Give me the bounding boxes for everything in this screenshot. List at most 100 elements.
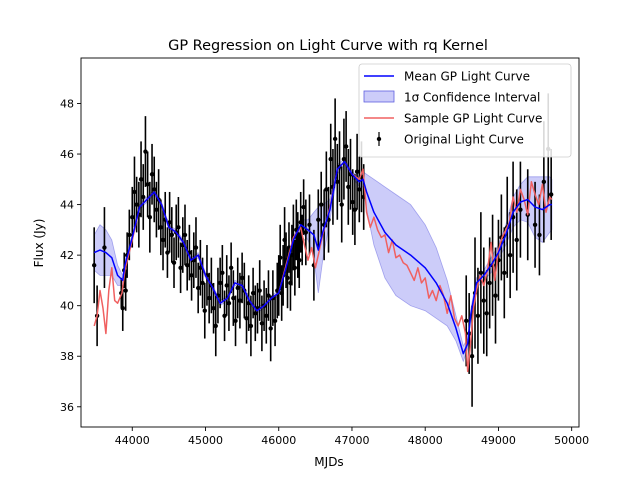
observed-point xyxy=(346,184,351,190)
observed-point xyxy=(268,326,273,331)
observed-point xyxy=(352,207,358,212)
observed-point xyxy=(145,182,150,187)
observed-point xyxy=(134,202,139,207)
observed-point xyxy=(160,237,166,243)
x-axis-label: MJDs xyxy=(314,455,343,469)
chart-title: GP Regression on Light Curve with rq Ker… xyxy=(168,38,488,54)
observed-point xyxy=(178,265,183,270)
observed-point xyxy=(235,285,240,291)
observed-point xyxy=(176,225,181,230)
legend-observed-marker xyxy=(376,136,382,142)
observed-point xyxy=(233,318,238,324)
observed-point xyxy=(319,202,324,207)
observed-point xyxy=(303,230,309,235)
observed-point xyxy=(169,232,175,238)
observed-point xyxy=(469,354,475,359)
observed-point xyxy=(357,187,362,192)
observed-point xyxy=(138,177,144,182)
observed-point xyxy=(514,237,519,243)
observed-point xyxy=(217,280,223,286)
observed-point xyxy=(484,311,489,316)
x-tick-label: 45000 xyxy=(188,434,223,447)
observed-point xyxy=(518,207,523,212)
observed-point xyxy=(165,250,170,255)
observed-point xyxy=(464,318,469,324)
observed-point xyxy=(475,313,481,318)
observed-point xyxy=(292,265,298,270)
observed-point xyxy=(102,245,107,250)
observed-point xyxy=(198,265,203,270)
gp-lines-layer xyxy=(93,160,553,373)
observed-point xyxy=(248,323,254,329)
observed-point xyxy=(228,265,234,270)
observed-point xyxy=(537,232,542,238)
observed-errorbars-layer xyxy=(91,93,554,407)
observed-point xyxy=(301,204,306,210)
legend-box xyxy=(358,63,572,158)
observed-point xyxy=(332,136,338,142)
observed-point xyxy=(206,295,212,301)
observed-point xyxy=(278,255,283,260)
legend-band-label: 1σ Confidence Interval xyxy=(404,91,540,105)
observed-point xyxy=(182,232,188,238)
observed-point xyxy=(250,290,256,296)
observed-point xyxy=(548,192,554,197)
mean-gp-line xyxy=(93,160,552,355)
observed-point xyxy=(493,293,498,298)
observed-point xyxy=(158,225,164,230)
observed-point xyxy=(264,313,269,318)
observed-point xyxy=(220,270,225,276)
observed-point xyxy=(200,280,205,286)
observed-point xyxy=(130,215,135,220)
legend-sample-label: Sample GP Light Curve xyxy=(404,112,542,126)
observed-point xyxy=(189,273,194,278)
y-tick-label: 46 xyxy=(60,148,74,161)
observed-point xyxy=(257,288,262,293)
observed-point xyxy=(127,232,132,238)
observed-point xyxy=(259,321,265,326)
y-axis-label: Flux (Jy) xyxy=(32,219,46,268)
legend: Mean GP Light Curve 1σ Confidence Interv… xyxy=(358,63,572,158)
observed-point xyxy=(285,275,290,281)
legend-observed-label: Original Light Curve xyxy=(404,133,524,147)
observed-point xyxy=(481,298,486,303)
observed-point xyxy=(532,222,538,228)
x-tick-label: 48000 xyxy=(408,434,443,447)
observed-point xyxy=(152,187,157,192)
observed-point xyxy=(154,207,159,212)
legend-mean-label: Mean GP Light Curve xyxy=(404,70,530,84)
y-tick-label: 44 xyxy=(60,199,74,212)
observed-point xyxy=(253,311,258,316)
observed-point xyxy=(202,308,207,313)
observed-point xyxy=(213,323,218,329)
observed-point xyxy=(502,270,507,276)
observed-point xyxy=(239,275,245,281)
observed-point xyxy=(297,257,302,263)
x-axis: 44000 45000 46000 47000 48000 49000 50000 xyxy=(115,427,589,447)
observed-point xyxy=(171,260,177,265)
x-tick-label: 46000 xyxy=(261,434,296,447)
observed-point xyxy=(149,172,155,177)
observed-point xyxy=(341,156,347,162)
observed-point xyxy=(354,169,360,174)
observed-point xyxy=(91,263,97,268)
observed-point xyxy=(224,283,229,288)
y-tick-label: 42 xyxy=(60,249,74,262)
observed-point xyxy=(324,187,329,192)
observed-point xyxy=(266,293,271,298)
observed-point xyxy=(184,263,190,268)
observed-point xyxy=(272,318,278,324)
observed-point xyxy=(195,285,201,291)
observed-point xyxy=(120,306,125,311)
y-tick-label: 38 xyxy=(60,350,74,363)
observed-point xyxy=(478,270,484,276)
observed-point xyxy=(226,300,232,306)
observed-point xyxy=(237,298,243,303)
y-axis: 36 38 40 42 44 46 48 xyxy=(60,97,81,414)
observed-point xyxy=(231,295,236,301)
observed-point xyxy=(307,222,312,228)
observed-point xyxy=(507,252,513,258)
observed-point xyxy=(167,220,172,225)
x-tick-label: 49000 xyxy=(481,434,516,447)
